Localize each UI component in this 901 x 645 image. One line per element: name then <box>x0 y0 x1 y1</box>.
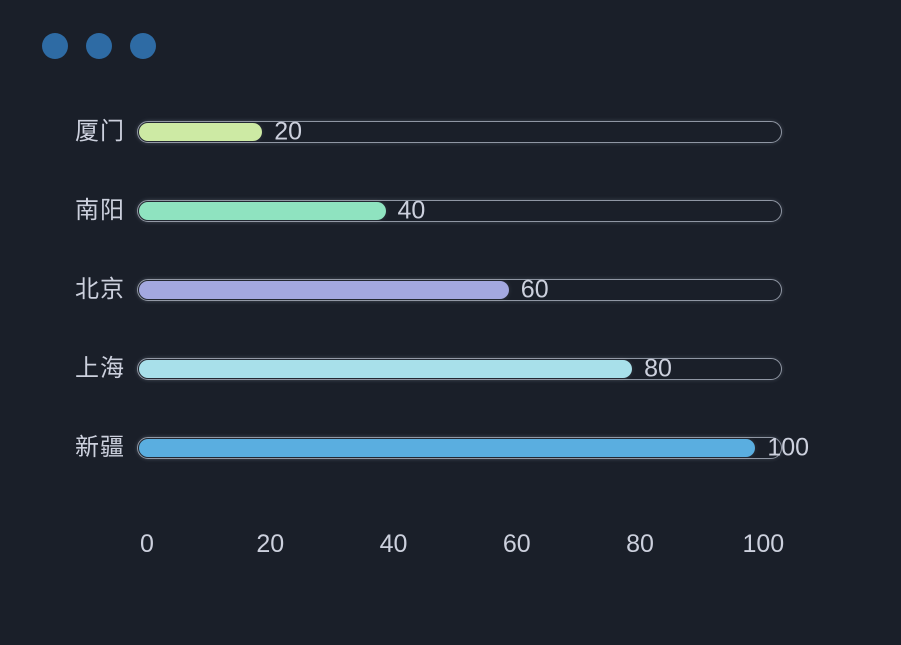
bar-track <box>137 357 782 380</box>
window-dot-3[interactable] <box>130 33 156 59</box>
window-dot-1[interactable] <box>42 33 68 59</box>
window-dot-2[interactable] <box>86 33 112 59</box>
bar-row[interactable]: 新疆 100 <box>0 408 901 487</box>
bar-category-label: 上海 <box>75 354 125 382</box>
bar-category-label: 厦门 <box>75 117 125 145</box>
bar-category-label: 北京 <box>75 275 125 303</box>
bar-track <box>137 278 782 301</box>
title-bar <box>0 0 901 92</box>
x-tick-label: 60 <box>502 530 531 558</box>
bar-track-wrap: 20 <box>137 117 782 145</box>
bar-category-label: 南阳 <box>75 196 125 224</box>
bar-track <box>137 199 782 222</box>
x-tick-label: 20 <box>256 530 285 558</box>
bar-track-wrap: 80 <box>137 354 782 382</box>
bar-fill-3 <box>139 359 633 378</box>
bar-value-label: 60 <box>520 275 549 303</box>
bar-track <box>137 120 782 143</box>
bar-fill-1 <box>139 201 386 220</box>
horizontal-bar-chart: 厦门 20 南阳 40 北京 <box>0 92 901 645</box>
x-tick-label: 100 <box>742 530 785 558</box>
x-tick-label: 40 <box>379 530 408 558</box>
x-axis: 0 20 40 60 80 100 <box>137 530 785 572</box>
bar-value-label: 40 <box>397 196 426 224</box>
bar-track-wrap: 100 <box>137 435 809 460</box>
bar-value-label: 100 <box>767 433 810 461</box>
bar-fill-0 <box>139 122 263 141</box>
bar-value-label: 80 <box>644 354 672 382</box>
bar-value-label: 20 <box>274 117 303 145</box>
x-tick-label: 0 <box>140 530 154 558</box>
bar-track <box>137 436 782 459</box>
bar-category-label: 新疆 <box>75 433 125 461</box>
bar-track-wrap: 60 <box>137 275 782 303</box>
bar-row[interactable]: 北京 60 <box>0 250 901 329</box>
bar-fill-4 <box>139 438 756 457</box>
bar-row[interactable]: 南阳 40 <box>0 171 901 250</box>
bar-row[interactable]: 厦门 20 <box>0 92 901 171</box>
x-tick-label: 80 <box>626 530 654 558</box>
bar-row[interactable]: 上海 80 <box>0 329 901 408</box>
bar-track-wrap: 40 <box>137 196 782 224</box>
bar-rows: 厦门 20 南阳 40 北京 <box>0 92 901 487</box>
bar-fill-2 <box>139 280 509 299</box>
